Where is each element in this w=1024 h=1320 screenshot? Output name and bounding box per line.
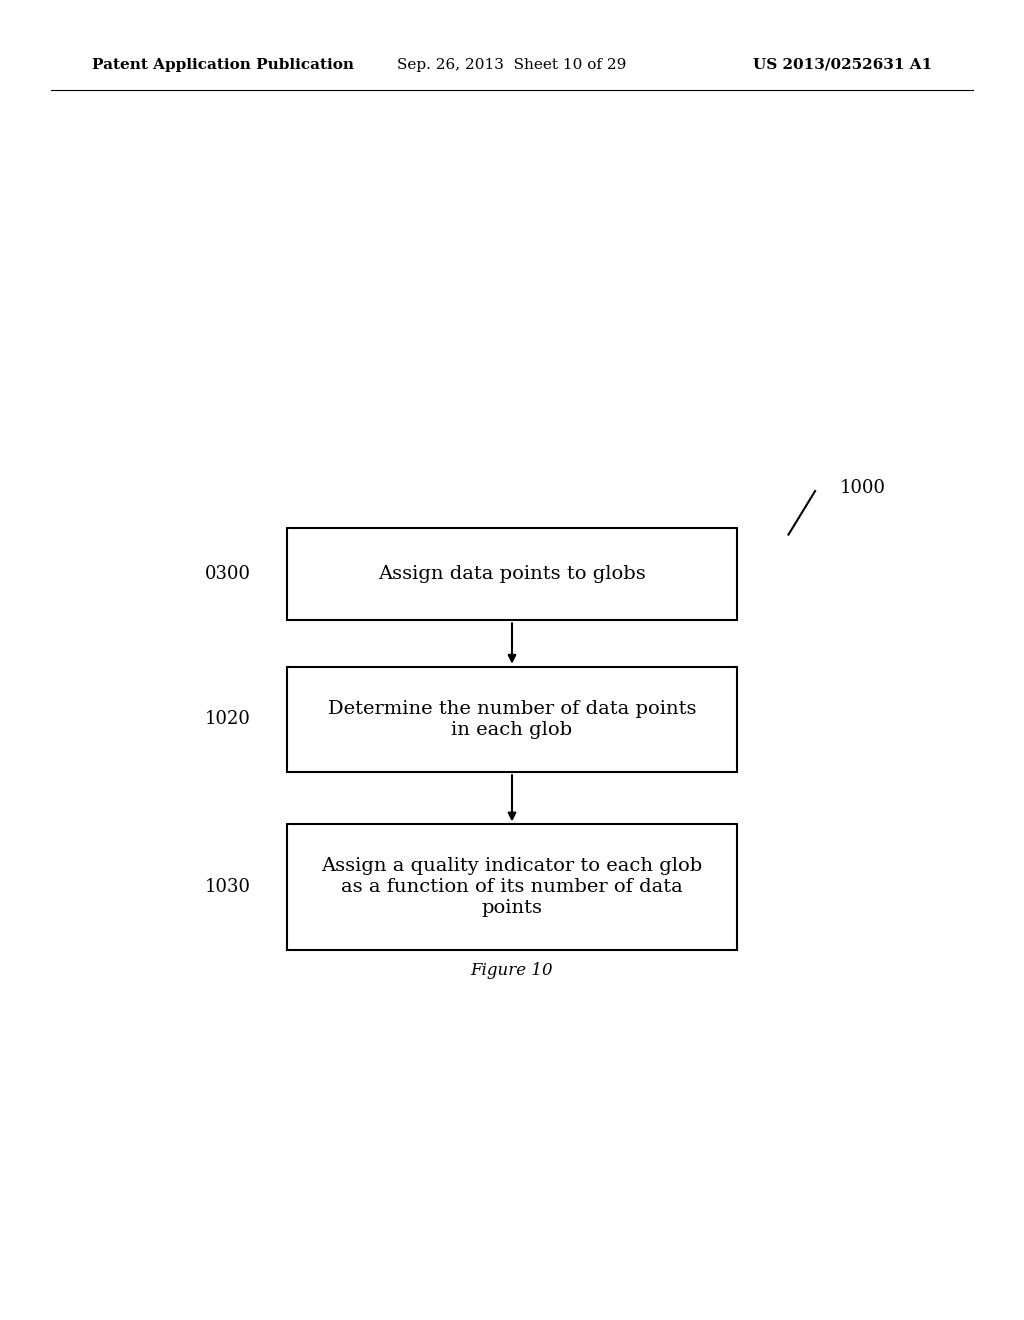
Text: Patent Application Publication: Patent Application Publication: [92, 58, 354, 73]
Text: Sep. 26, 2013  Sheet 10 of 29: Sep. 26, 2013 Sheet 10 of 29: [397, 58, 627, 73]
Text: Figure 10: Figure 10: [471, 962, 553, 978]
Text: US 2013/0252631 A1: US 2013/0252631 A1: [753, 58, 932, 73]
Text: Assign data points to globs: Assign data points to globs: [378, 565, 646, 583]
Bar: [287, 528, 737, 620]
Text: Determine the number of data points
in each glob: Determine the number of data points in e…: [328, 700, 696, 739]
Bar: [287, 667, 737, 772]
Text: 0300: 0300: [205, 565, 251, 583]
Text: Assign a quality indicator to each glob
as a function of its number of data
poin: Assign a quality indicator to each glob …: [322, 857, 702, 917]
Text: 1000: 1000: [840, 479, 886, 498]
Text: 1030: 1030: [205, 878, 251, 896]
Text: 1020: 1020: [205, 710, 251, 729]
Bar: [287, 824, 737, 950]
